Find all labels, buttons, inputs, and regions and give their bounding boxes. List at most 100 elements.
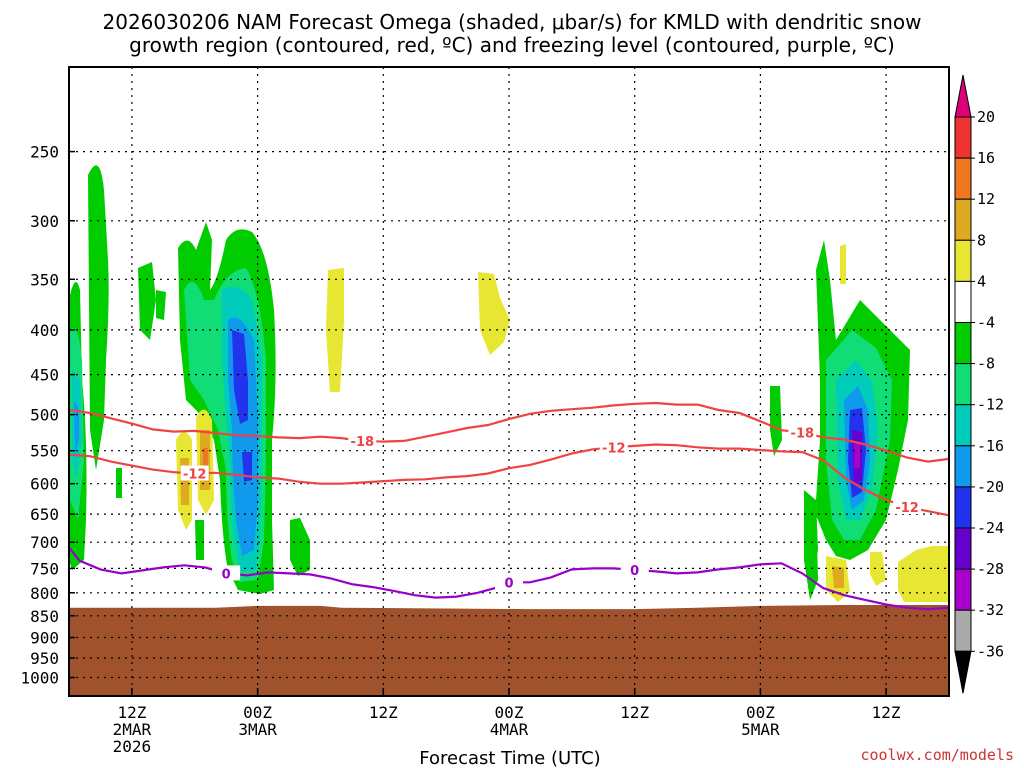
colorbar-segment-0	[954, 116, 972, 159]
x-tick-label-24-0: 00Z	[243, 703, 272, 722]
credit-link[interactable]: coolwx.com/models	[860, 746, 1014, 764]
contour-line--12	[68, 443, 950, 517]
contour-label-bg--12-1	[599, 439, 628, 455]
colorbar-segment-6	[954, 363, 972, 406]
x-tick-label-36-0: 12Z	[369, 703, 398, 722]
colorbar-segment-8	[954, 445, 972, 488]
x-tick-label-60-0: 12Z	[620, 703, 649, 722]
contour-label--12-2: -12	[895, 501, 919, 516]
colorbar-label--24: -24	[977, 519, 1004, 537]
colorbar-segment-11	[954, 568, 972, 611]
contour-label-bg--12-0	[180, 465, 209, 481]
omega-area-yellow-e	[840, 244, 846, 284]
y-tick-label-700: 700	[30, 533, 59, 552]
y-axis: 250 300 350 400 450 500 550 600 650 700 750 800 850 9…	[20, 143, 75, 688]
chart-title-line-1: 2026030206 NAM Forecast Omega (shaded, μ…	[103, 10, 922, 34]
omega-area-darkblue-main	[232, 330, 248, 424]
x-axis-title: Forecast Time (UTC)	[419, 748, 600, 768]
y-tick-label-1000: 1000	[20, 669, 59, 688]
colorbar-segment-7	[954, 404, 972, 447]
chart-title-line-2: growth region (contoured, red, ºC) and f…	[129, 33, 895, 57]
ground-terrain	[69, 605, 949, 696]
temperature-contours: -18 -18 -12 -12 -12 0 0 0	[68, 401, 950, 611]
colorbar-segment-10	[954, 527, 972, 570]
colorbar-label--36: -36	[977, 642, 1004, 660]
colorbar-segment-2	[954, 198, 972, 241]
omega-area-green-fleck-2	[156, 290, 166, 320]
omega-area-darkblue-low	[242, 452, 252, 482]
colorbar-segment-9	[954, 486, 972, 529]
y-tick-label-500: 500	[30, 406, 59, 425]
omega-shading	[69, 165, 949, 602]
omega-area-blue	[74, 400, 79, 455]
colorbar-triangle-top	[954, 74, 972, 118]
colorbar-label-16: 16	[977, 149, 995, 167]
contour-label--12-1: -12	[602, 441, 626, 456]
contour-label--18-0: -18	[351, 435, 375, 450]
colorbar-segment-12	[954, 609, 972, 652]
contour-label-bg--18-0	[348, 432, 377, 448]
omega-area-green-small	[116, 468, 122, 498]
y-tick-label-300: 300	[30, 212, 59, 231]
colorbar-label--12: -12	[977, 396, 1004, 414]
y-tick-label-600: 600	[30, 475, 59, 494]
y-tick-label-400: 400	[30, 321, 59, 340]
x-tick-label-12-0: 12Z	[117, 703, 146, 722]
x-tick-label-84-0: 12Z	[872, 703, 901, 722]
contour-label--18-1: -18	[791, 426, 815, 441]
colorbar-label--16: -16	[977, 437, 1004, 455]
omega-area-yellow-g	[870, 552, 886, 586]
omega-area-orange-c	[203, 448, 208, 470]
omega-area-green-fleck	[138, 262, 156, 340]
y-tick-label-850: 850	[30, 607, 59, 626]
contour-label-bg--18-1	[788, 424, 817, 440]
contour-label-0-2: 0	[630, 564, 639, 579]
x-tick-label-48-1: 4MAR	[490, 720, 529, 739]
y-tick-label-550: 550	[30, 442, 59, 461]
omega-area-violet-right	[854, 444, 860, 468]
colorbar-label--8: -8	[977, 355, 995, 373]
contour-label-bg-0-1	[495, 574, 523, 590]
omega-area-yellow-h	[898, 546, 949, 602]
contour-label-bg-0-0	[212, 565, 241, 581]
y-tick-label-650: 650	[30, 505, 59, 524]
colorbar: 20 16 12 8 4 -4 -8 -12 -16 -20 -24 -28 -32 -36	[954, 74, 1004, 694]
y-tick-label-950: 950	[30, 649, 59, 668]
omega-area-green-drip	[290, 518, 310, 576]
colorbar-label--4: -4	[977, 314, 995, 332]
colorbar-triangle-bottom	[954, 650, 972, 694]
y-tick-label-450: 450	[30, 366, 59, 385]
omega-area-green-tall	[88, 165, 109, 470]
omega-area-yellow-d	[478, 272, 510, 355]
omega-area-green-right-a	[770, 386, 782, 456]
colorbar-label-12: 12	[977, 190, 995, 208]
omega-area-orange-d	[832, 566, 844, 588]
y-tick-label-750: 750	[30, 559, 59, 578]
colorbar-label-4: 4	[977, 272, 986, 290]
x-tick-label-12-2: 2026	[113, 737, 152, 756]
y-tick-label-900: 900	[30, 629, 59, 648]
colorbar-segment-3	[954, 239, 972, 282]
colorbar-label-8: 8	[977, 231, 986, 249]
colorbar-label--20: -20	[977, 478, 1004, 496]
colorbar-label--28: -28	[977, 560, 1004, 578]
contour-label-bg--12-2	[893, 499, 922, 514]
contour-label-0-1: 0	[504, 576, 513, 591]
colorbar-segment-4	[954, 280, 972, 323]
colorbar-segment-1	[954, 157, 972, 200]
x-tick-label-72-1: 5MAR	[741, 720, 780, 739]
x-tick-label-48-0: 00Z	[495, 703, 524, 722]
y-tick-label-800: 800	[30, 584, 59, 603]
colorbar-label-20: 20	[977, 108, 995, 126]
x-tick-label-72-0: 00Z	[746, 703, 775, 722]
contour-label-0-0: 0	[222, 567, 231, 582]
y-tick-label-250: 250	[30, 143, 59, 162]
contour-label-bg-0-2	[620, 561, 649, 577]
colorbar-label--32: -32	[977, 601, 1004, 619]
y-tick-label-350: 350	[30, 270, 59, 289]
x-tick-label-12-1: 2MAR	[113, 720, 152, 739]
contour-label--12-0: -12	[183, 468, 207, 483]
x-tick-label-24-1: 3MAR	[238, 720, 277, 739]
